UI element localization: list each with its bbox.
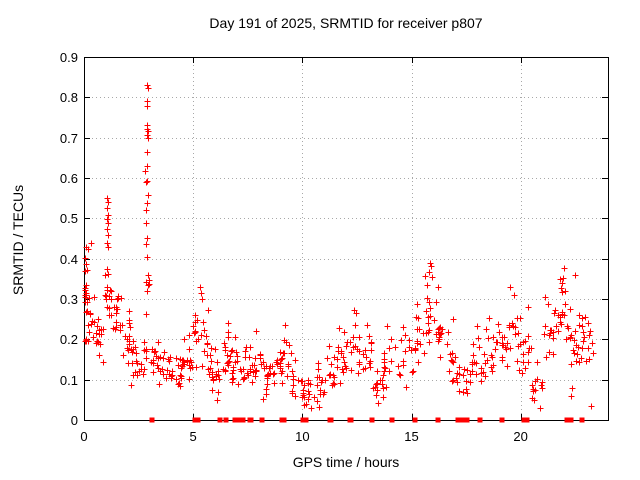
plot-border [84,57,609,421]
x-tick-label: 10 [295,429,310,444]
y-tick-label: 0 [70,413,78,428]
chart-title: Day 191 of 2025, SRMTID for receiver p80… [209,15,483,31]
y-tick-label: 0.4 [59,251,78,267]
scatter-points [82,82,597,412]
y-tick-label: 0.7 [59,130,78,146]
y-tick-label: 0.6 [59,171,78,186]
x-axis-title: GPS time / hours [292,454,400,470]
y-tick-label: 0.8 [59,90,78,106]
y-tick-label: 0.9 [59,50,78,65]
y-tick-label: 0.2 [59,332,78,348]
x-tick-label: 0 [80,429,88,444]
zero-markers [149,417,585,423]
y-tick-label: 0.1 [59,372,78,388]
x-tick-label: 20 [513,429,528,444]
x-tick-label: 5 [189,429,197,444]
y-tick-label: 0.5 [59,211,78,227]
y-tick-label: 0.3 [59,292,78,307]
x-tick-label: 15 [404,429,419,444]
